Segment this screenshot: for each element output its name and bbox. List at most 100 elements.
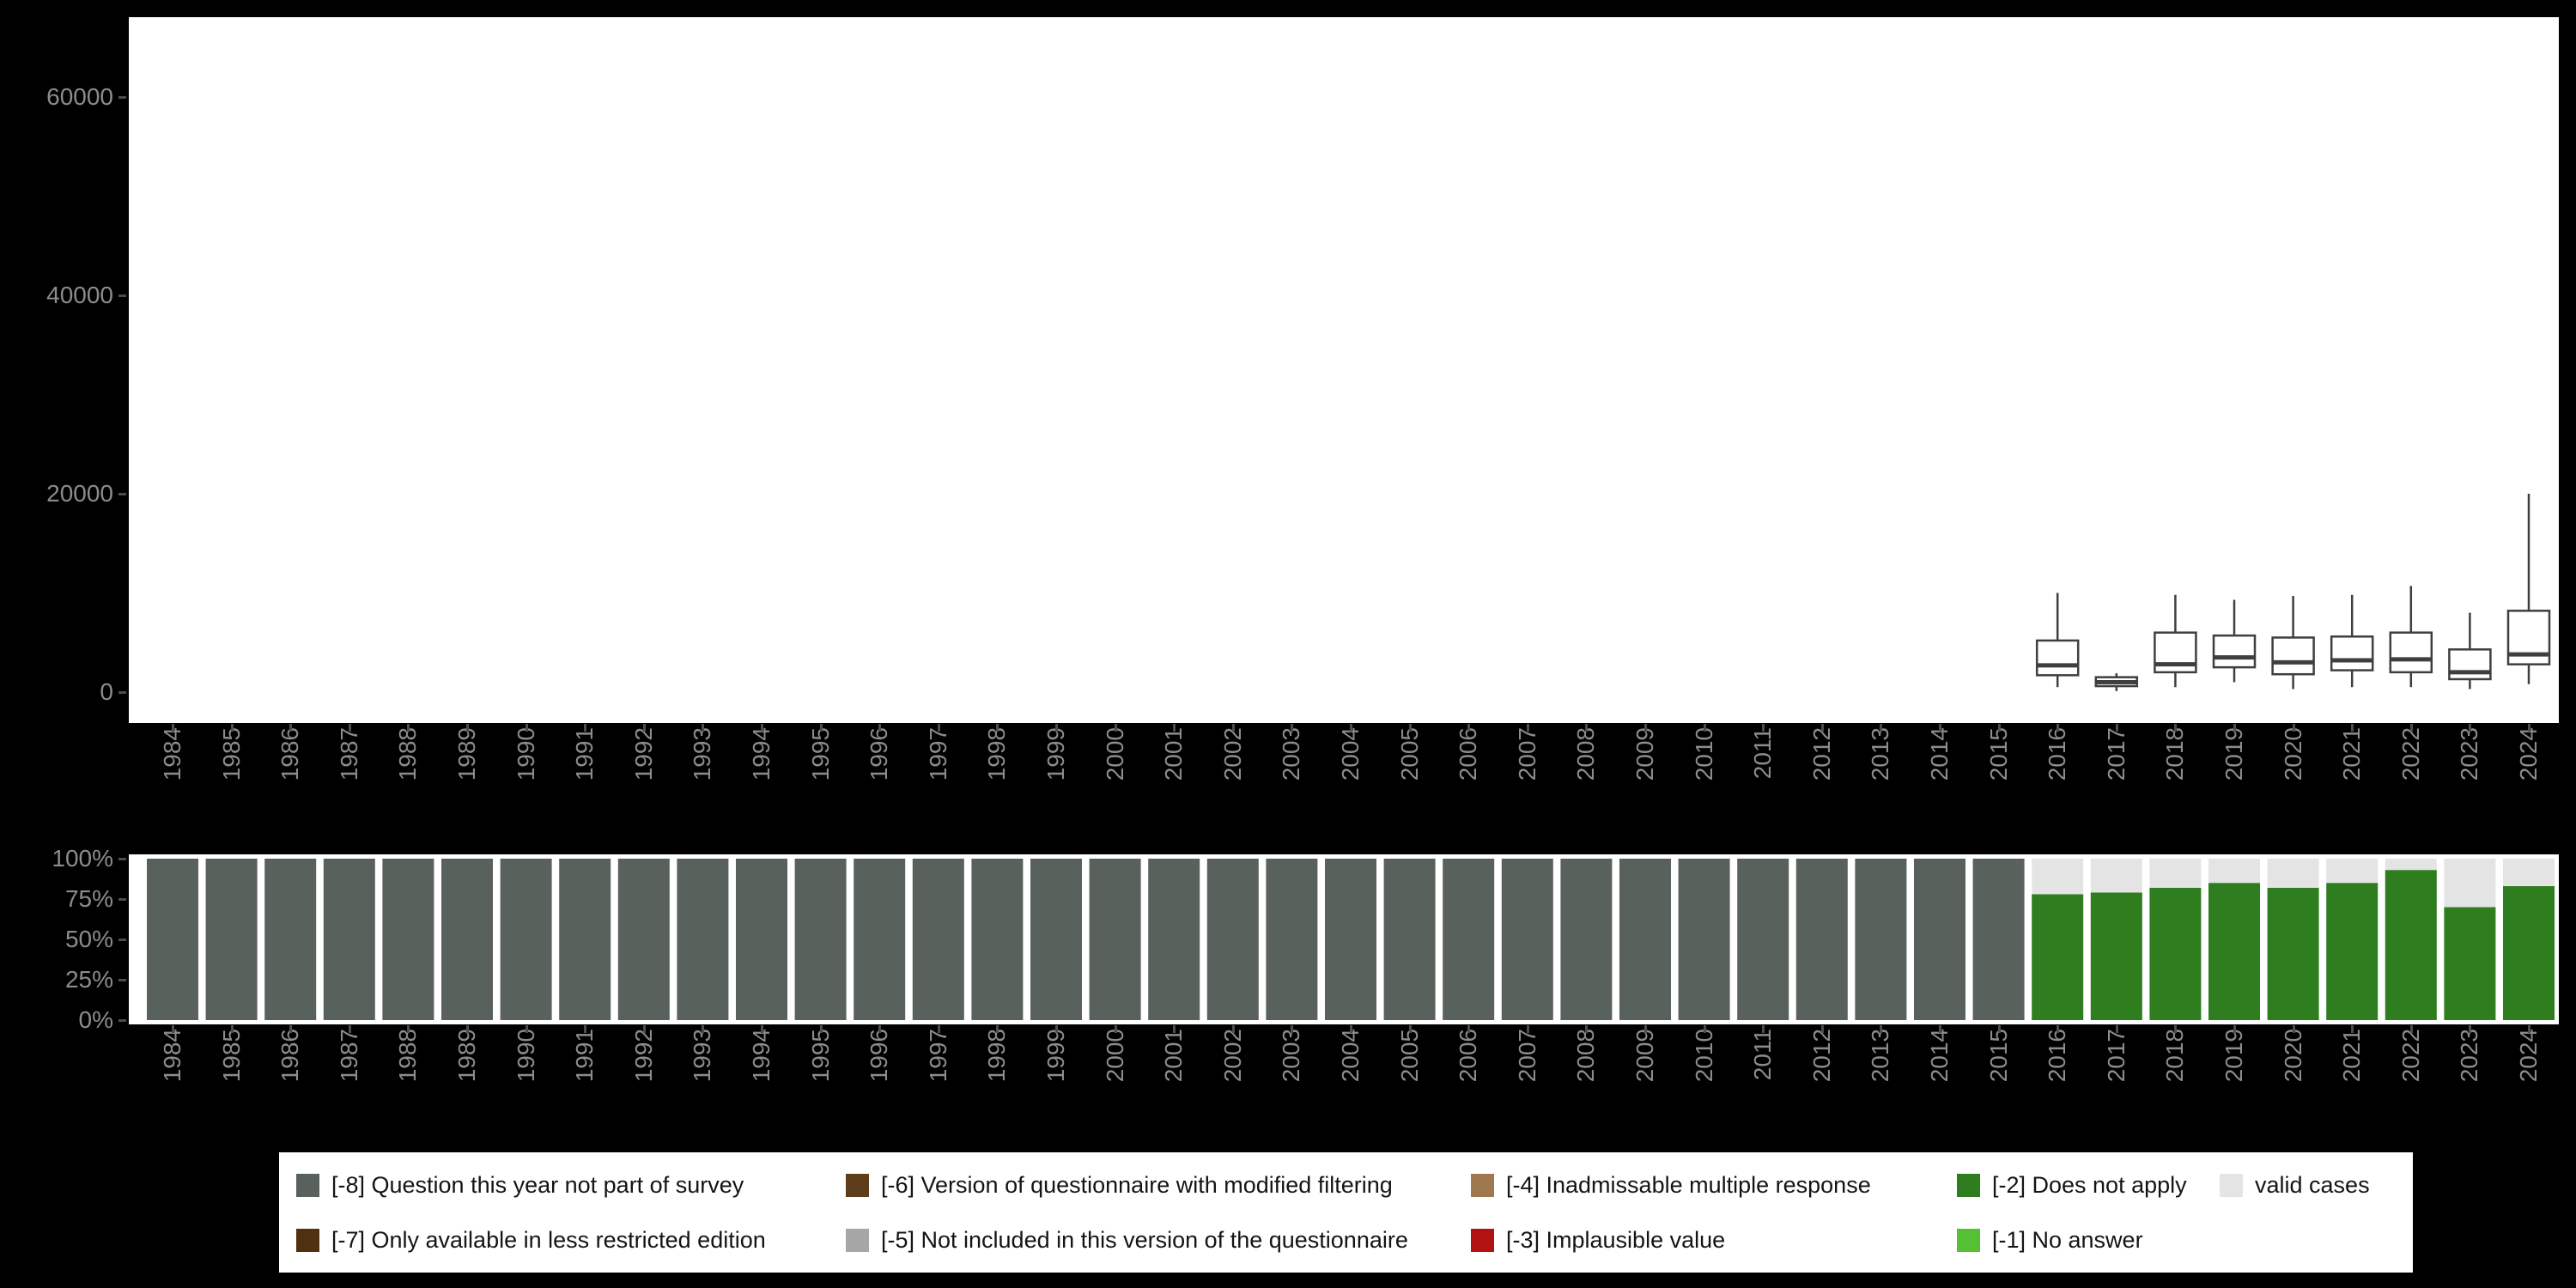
axis-tick xyxy=(819,1025,823,1033)
x-axis-year-label: 2005 xyxy=(1395,1029,1423,1083)
axis-tick xyxy=(407,724,410,732)
y-axis-tick-label: 25% xyxy=(64,966,113,993)
x-axis-year-label: 1984 xyxy=(159,727,185,781)
boxplot-canvas xyxy=(2035,494,2551,691)
axis-tick xyxy=(1703,724,1706,732)
axis-tick xyxy=(118,1019,126,1022)
axis-tick xyxy=(761,724,763,732)
bar-segment xyxy=(2444,859,2496,908)
axis-tick xyxy=(525,1025,528,1033)
x-axis-year-label: 2023 xyxy=(2456,727,2483,781)
x-axis-year-label: 1997 xyxy=(924,727,951,781)
axis-tick xyxy=(819,724,823,732)
axis-tick xyxy=(878,724,882,732)
legend-label: [-5] Not included in this version of the… xyxy=(881,1226,1408,1253)
axis-tick xyxy=(1291,1025,1294,1033)
x-axis-year-label: 1996 xyxy=(866,1029,893,1083)
axis-tick xyxy=(1997,724,2001,732)
axis-tick xyxy=(1291,724,1294,732)
axis-tick xyxy=(702,1025,705,1033)
x-axis-year-label: 2020 xyxy=(2279,1029,2306,1083)
x-axis-year-label: 1998 xyxy=(983,1029,1011,1083)
x-axis-year-label: 2010 xyxy=(1690,727,1717,781)
stacked-bar-canvas xyxy=(147,859,2555,1020)
bar-segment xyxy=(2149,887,2202,1020)
x-axis-year-label: 1985 xyxy=(217,727,245,781)
axis-tick xyxy=(118,898,126,901)
x-axis-year-label: 2007 xyxy=(1513,1029,1540,1083)
bar-segment xyxy=(2385,870,2437,1020)
axis-tick xyxy=(1467,1025,1471,1033)
bar-segment xyxy=(1619,859,1671,1020)
x-axis-year-label: 2014 xyxy=(1926,727,1953,781)
axis-tick xyxy=(878,1025,882,1033)
legend-label: [-2] Does not apply xyxy=(1992,1171,2187,1198)
legend-swatch-icon xyxy=(296,1173,319,1197)
bar-segment xyxy=(264,859,317,1020)
bar-segment xyxy=(205,859,258,1020)
axis-tick xyxy=(2174,1025,2178,1033)
axis-tick xyxy=(1880,724,1883,732)
x-axis-year-label: 2024 xyxy=(2515,1029,2542,1083)
legend-label: [-6] Version of questionnaire with modif… xyxy=(881,1171,1393,1198)
bar-segment xyxy=(2326,859,2379,884)
bar-segment xyxy=(1443,859,1495,1020)
axis-tick xyxy=(1880,1025,1883,1033)
axis-tick xyxy=(702,724,705,732)
axis-tick xyxy=(2528,1025,2530,1033)
bar-segment xyxy=(2032,859,2084,895)
x-axis-year-label: 2008 xyxy=(1572,727,1600,781)
bar-segment xyxy=(1501,859,1553,1020)
axis-tick xyxy=(996,1025,999,1033)
x-axis-year-label: 2019 xyxy=(2221,1029,2247,1083)
x-axis-year-label: 1991 xyxy=(571,1029,598,1083)
legend-swatch-icon xyxy=(846,1173,869,1197)
bar-segment xyxy=(854,859,906,1020)
x-axis-year-label: 2000 xyxy=(1101,727,1128,781)
legend-item: [-8] Question this year not part of surv… xyxy=(296,1172,846,1199)
bar-segment xyxy=(1560,859,1613,1020)
bar-segment xyxy=(441,859,493,1020)
bar-segment xyxy=(2385,859,2437,871)
legend-label: [-8] Question this year not part of surv… xyxy=(331,1171,744,1198)
axis-tick xyxy=(2057,724,2060,732)
bar-segment xyxy=(2444,907,2496,1020)
y-axis-tick-label: 40000 xyxy=(46,282,113,308)
bar-segment xyxy=(2503,885,2555,1020)
x-axis-year-label: 2021 xyxy=(2338,727,2366,781)
x-axis-year-label: 2011 xyxy=(1749,1029,1777,1081)
axis-tick xyxy=(584,1025,587,1033)
legend-swatch-icon xyxy=(1957,1173,1980,1197)
x-axis-year-label: 2006 xyxy=(1455,727,1482,781)
x-axis-year-label: 1999 xyxy=(1042,1029,1069,1083)
x-axis-year-label: 1989 xyxy=(453,1029,480,1083)
x-axis-year-label: 2003 xyxy=(1278,1029,1305,1083)
box xyxy=(2330,635,2374,671)
x-axis-year-label: 1999 xyxy=(1042,727,1069,781)
axis-tick xyxy=(996,724,999,732)
x-axis-year-label: 1994 xyxy=(748,727,775,781)
legend-item: [-6] Version of questionnaire with modif… xyxy=(846,1172,1471,1199)
x-axis-year-label: 1994 xyxy=(748,1029,775,1083)
x-axis-year-label: 2018 xyxy=(2161,727,2189,781)
legend-label: valid cases xyxy=(2255,1171,2370,1198)
axis-tick xyxy=(348,1025,351,1033)
axis-tick xyxy=(2233,724,2236,732)
axis-tick xyxy=(2233,1025,2236,1033)
x-axis-year-label: 2022 xyxy=(2397,1029,2424,1083)
axis-tick xyxy=(2409,724,2413,732)
bar-segment xyxy=(1678,859,1730,1020)
bar-segment xyxy=(2267,859,2319,888)
bar-segment xyxy=(1148,859,1200,1020)
axis-tick xyxy=(1703,1025,1706,1033)
legend-label: [-4] Inadmissable multiple response xyxy=(1506,1171,1871,1198)
x-axis-year-label: 2018 xyxy=(2161,1029,2189,1083)
axis-tick xyxy=(1408,1025,1412,1033)
x-axis-year-label: 2024 xyxy=(2515,727,2542,781)
axis-tick xyxy=(2409,1025,2413,1033)
axis-tick xyxy=(1114,724,1117,732)
y-axis-tick-label: 100% xyxy=(52,845,113,872)
x-axis-year-label: 2021 xyxy=(2338,1029,2366,1083)
axis-tick xyxy=(584,724,587,732)
box xyxy=(2212,634,2257,669)
